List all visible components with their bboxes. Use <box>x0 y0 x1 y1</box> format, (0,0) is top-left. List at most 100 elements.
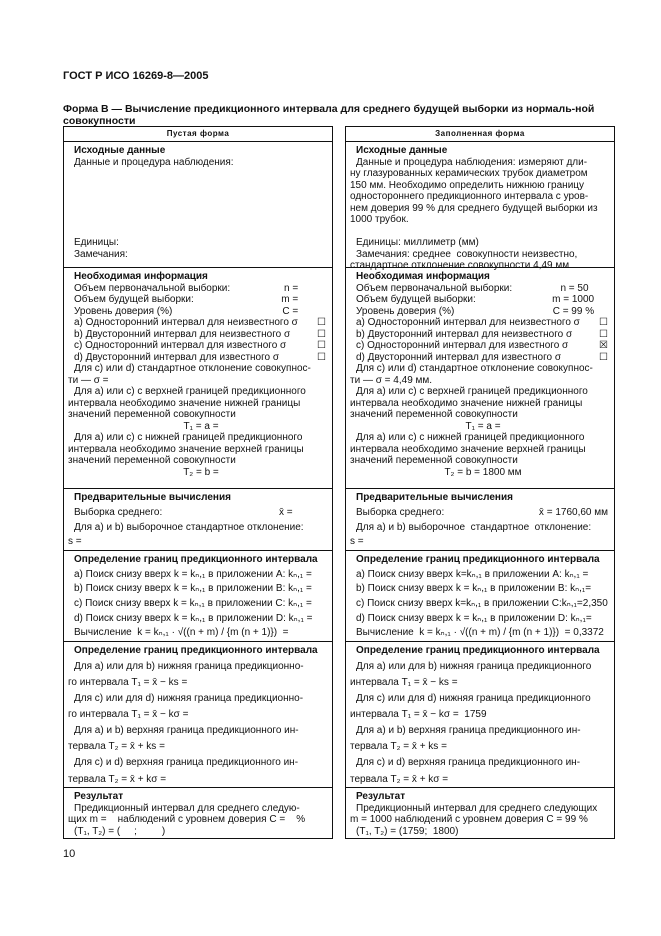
form-line: a) Односторонний интервал для неизвестно… <box>68 317 328 329</box>
checkbox[interactable]: ☐ <box>599 351 608 363</box>
line-text: d) Поиск снизу вверх k = kₙ,₁ в приложен… <box>356 612 592 624</box>
form-line: интервала необходимо значение нижней гра… <box>68 398 328 410</box>
form-line: Для c) или для d) нижняя граница предикц… <box>350 693 610 705</box>
line-text: интервала T₁ = x̄ − kσ = 1759 <box>350 709 487 721</box>
form-line: Для a) и b) верхняя граница предикционно… <box>68 725 328 737</box>
line-text: значений переменной совокупности <box>350 409 518 420</box>
form-title: Форма B — Вычисление предикционного инте… <box>63 103 595 127</box>
form-line: Для c) или d) стандартное отклонение сов… <box>68 363 328 375</box>
section-title: Определение границ предикционного интерв… <box>74 554 318 565</box>
form-line: Единицы: миллиметр (мм) <box>350 237 610 249</box>
line-text: Для a) или c) с нижней границей предикци… <box>356 432 585 443</box>
form-line: d) Двусторонний интервал для известного … <box>350 352 610 364</box>
section-preliminary-calc: Предварительные вычисления Выборка средне… <box>64 489 332 551</box>
line-text: значений переменной совокупности <box>350 455 518 466</box>
form-line: Для a) и b) верхняя граница предикционно… <box>350 725 610 737</box>
form-line: Для a) или c) с верхней границей предикц… <box>350 386 610 398</box>
line-text: значений переменной совокупности <box>68 409 236 420</box>
line-text: тервала T₂ = x̄ + kσ = <box>350 773 449 785</box>
line-text: d) Двусторонний интервал для известного … <box>356 351 562 363</box>
form-line: го интервала T₁ = x̄ − kσ = <box>68 709 328 721</box>
form-line: интервала T₁ = x̄ − kσ = 1759 <box>350 709 610 721</box>
form-line <box>68 203 328 215</box>
form-line <box>68 191 328 203</box>
line-text: T₂ = b = 1800 мм <box>444 466 522 478</box>
line-text: Данные и процедура наблюдения: измеряют … <box>356 156 588 168</box>
line-value: m = <box>281 294 326 305</box>
checkbox[interactable]: ☐ <box>317 328 326 340</box>
form-line: Данные и процедура наблюдения: <box>68 157 328 169</box>
form-line: s = <box>68 536 328 548</box>
form-line: b) Двусторонний интервал для неизвестног… <box>68 329 328 341</box>
form-line: тервала T₂ = x̄ + kσ = <box>350 774 610 786</box>
line-text: b) Двусторонний интервал для неизвестног… <box>74 328 291 340</box>
form-line: T₁ = a = <box>68 421 328 433</box>
form-line: b) Двусторонний интервал для неизвестног… <box>350 329 610 341</box>
form-line: Замечания: среднее совокупности неизвест… <box>350 249 610 261</box>
form-line: Для a) или c) с нижней границей предикци… <box>68 432 328 444</box>
line-text: Замечания: <box>74 248 128 260</box>
form-line: Объем будущей выборки: m = <box>68 294 328 306</box>
form-line: Объем первоначальной выборки: n = <box>68 283 328 295</box>
form-line: 150 мм. Необходимо определить нижнюю гра… <box>350 180 610 192</box>
form-line: го интервала T₁ = x̄ − ks = <box>68 677 328 689</box>
column-heading: Заполненная форма <box>346 127 614 142</box>
section-k-determination: Определение границ предикционного интерв… <box>346 551 614 642</box>
form-line: d) Поиск снизу вверх k = kₙ,₁ в приложен… <box>350 613 610 625</box>
section-title: Определение границ предикционного интерв… <box>74 645 318 656</box>
checkbox[interactable]: ☐ <box>317 340 326 351</box>
line-text: интервала T₁ = x̄ − ks = <box>350 677 458 689</box>
form-line: c) Поиск снизу вверх k=kₙ,₁ в приложении… <box>350 598 610 610</box>
line-text: b) Поиск снизу вверх k = kₙ,₁ в приложен… <box>356 583 592 595</box>
section-title: Результат <box>74 791 124 802</box>
line-text: Для c) или d) стандартное отклонение сов… <box>356 363 593 374</box>
checkbox[interactable]: ☐ <box>599 317 608 328</box>
line-text: Выборка среднего: <box>74 506 163 518</box>
checkbox[interactable]: ☒ <box>599 340 608 351</box>
line-text: (T₁, T₂) = ( ; ) <box>74 825 166 837</box>
line-text: T₁ = a = <box>183 420 219 432</box>
form-line: значений переменной совокупности <box>350 455 610 467</box>
line-text: Вычисление k = kₙ,₁ · √((n + m) / {m (n … <box>356 627 604 639</box>
line-text: Уровень доверия (%) <box>74 305 173 317</box>
line-text: Вычисление k = kₙ,₁ · √((n + m) / {m (n … <box>74 627 289 639</box>
form-line: Единицы: <box>68 237 328 249</box>
form-line: Для a) и b) выборочное стандартное откло… <box>350 522 610 534</box>
form-line <box>68 168 328 180</box>
line-text: Замечания: среднее совокупности неизвест… <box>356 248 578 260</box>
form-line: интервала необходимо значение верхней гр… <box>350 444 610 456</box>
form-line: тервала T₂ = x̄ + ks = <box>350 741 610 753</box>
line-text: Для c) или d) стандартное отклонение сов… <box>74 363 311 374</box>
form-line: a) Односторонний интервал для неизвестно… <box>350 317 610 329</box>
filled-form: Заполненная форма Исходные данные Данные … <box>345 126 615 839</box>
form-line: стандартное отклонение совокупности 4,49… <box>350 260 610 272</box>
section-result: Результат Предикционный интервал для сред… <box>64 788 332 838</box>
line-text: d) Поиск снизу вверх k = kₙ,₁ в приложен… <box>74 612 313 624</box>
line-text: 1000 трубок. <box>350 214 409 225</box>
form-line: одностороннего предикционного интервала … <box>350 191 610 203</box>
line-text: Для c) или для d) нижняя граница предикц… <box>356 693 591 705</box>
line-text: Объем будущей выборки: <box>356 294 476 305</box>
line-text: Для a) и b) выборочное стандартное откло… <box>356 521 592 533</box>
form-line: Для a) или c) с верхней границей предикц… <box>68 386 328 398</box>
line-text: Для a) или для b) нижняя граница предикц… <box>356 661 592 673</box>
form-line: c) Односторонний интервал для известного… <box>350 340 610 352</box>
line-text: го интервала T₁ = x̄ − kσ = <box>68 709 189 721</box>
line-text: d) Двусторонний интервал для известного … <box>74 351 280 363</box>
form-line: 1000 трубок. <box>350 214 610 226</box>
line-value: m = 1000 <box>552 294 608 305</box>
form-line: тервала T₂ = x̄ + kσ = <box>68 774 328 786</box>
line-value: x̄ = 1760,60 мм <box>538 506 608 518</box>
form-line <box>68 180 328 192</box>
form-line: m = 1000 наблюдений с уровнем доверия C … <box>350 814 610 826</box>
checkbox[interactable]: ☐ <box>599 328 608 340</box>
checkbox[interactable]: ☐ <box>317 317 326 328</box>
checkbox[interactable]: ☐ <box>317 351 326 363</box>
line-text: Объем первоначальной выборки: <box>74 282 231 294</box>
line-text: щих m = наблюдений с уровнем доверия C =… <box>68 814 306 825</box>
line-text: Для c) или для d) нижняя граница предикц… <box>74 693 304 705</box>
line-text: Для a) и b) выборочное стандартное откло… <box>74 521 304 533</box>
line-text: a) Односторонний интервал для неизвестно… <box>356 317 580 328</box>
section-required-info: Необходимая информация Объем первоначальн… <box>64 268 332 489</box>
form-line <box>68 214 328 226</box>
